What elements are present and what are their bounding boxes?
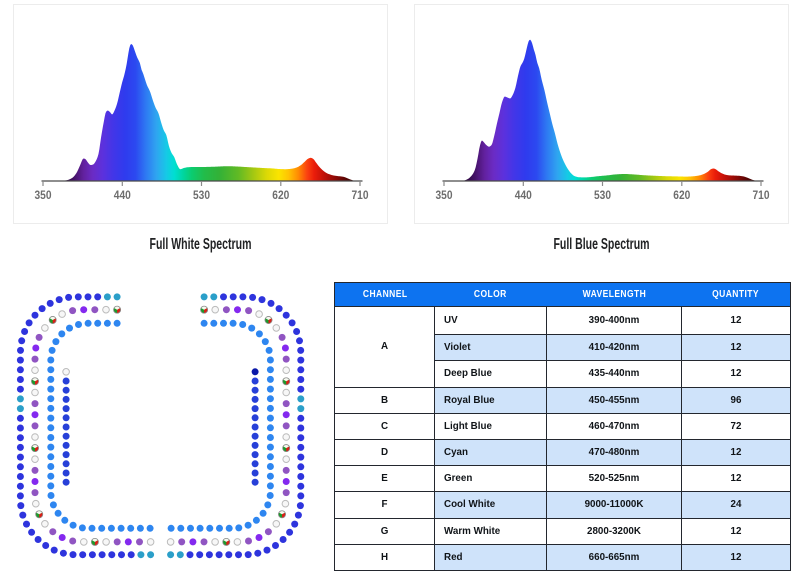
svg-text:620: 620 [272,190,289,202]
svg-text:530: 530 [594,190,611,202]
svg-text:440: 440 [515,190,532,202]
svg-text:350: 350 [436,190,453,202]
svg-text:710: 710 [352,190,369,202]
svg-text:710: 710 [753,190,770,202]
svg-text:530: 530 [193,190,210,202]
svg-text:620: 620 [673,190,690,202]
svg-text:350: 350 [35,190,52,202]
svg-text:440: 440 [114,190,131,202]
